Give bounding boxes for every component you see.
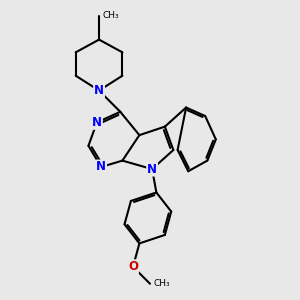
Text: CH₃: CH₃ bbox=[102, 11, 119, 20]
Text: N: N bbox=[94, 84, 104, 97]
Text: N: N bbox=[147, 163, 157, 176]
Text: O: O bbox=[128, 260, 138, 273]
Text: N: N bbox=[96, 160, 106, 173]
Text: CH₃: CH₃ bbox=[153, 279, 170, 288]
Text: N: N bbox=[92, 116, 102, 129]
